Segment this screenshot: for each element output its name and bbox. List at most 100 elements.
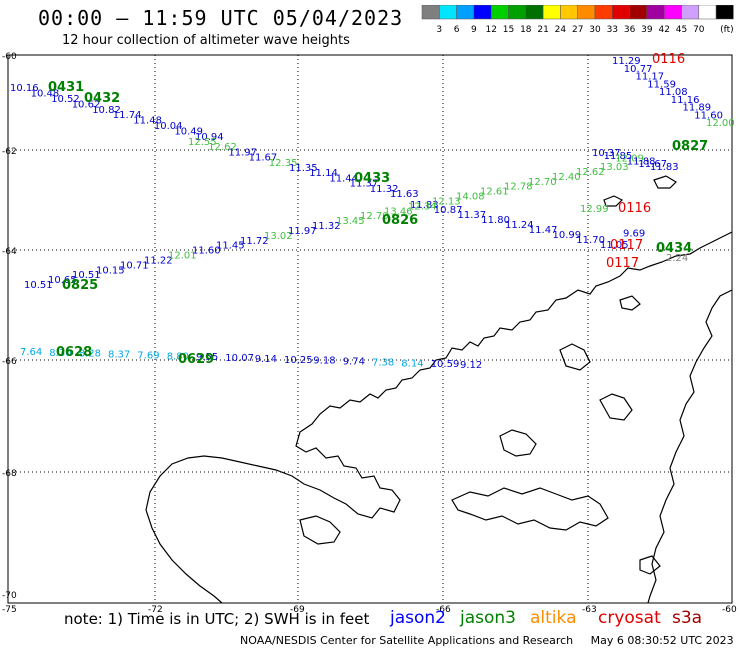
wave-height-value: 11.37 (458, 210, 487, 221)
scale-color-boxes (421, 5, 734, 20)
footer-note: note: 1) Time is in UTC; 2) SWH is in fe… (64, 610, 370, 628)
wave-height-value: 10.37 (592, 148, 621, 159)
wave-height-value: 10.51 (72, 270, 101, 281)
scale-value: 6 (454, 25, 460, 35)
wave-height-value: 14.08 (456, 192, 485, 203)
wave-height-value: 12.78 (504, 182, 533, 193)
wave-height-value: 11.83 (410, 200, 439, 211)
wave-height-value: 11.70 (576, 235, 605, 246)
wave-height-value: 10.51 (24, 280, 53, 291)
wave-height-value: 11.35 (289, 163, 318, 174)
lon-label: -69 (290, 605, 305, 615)
pass-label: 0431 (48, 80, 84, 95)
coastline (145, 175, 733, 604)
lat-label: -66 (2, 357, 17, 367)
wave-height-value: 10.04 (154, 121, 183, 132)
satellite-legend-cryosat: cryosat (598, 608, 661, 628)
wave-height-value: 11.74 (113, 110, 142, 121)
scale-value: 39 (641, 25, 653, 35)
lat-label: -70 (2, 591, 17, 601)
pass-labels: 0431 0432 0433 0826 0825 0628 0629 0827 … (48, 52, 708, 367)
scale-color-box (715, 5, 734, 20)
wave-height-value: 8.14 (401, 358, 423, 369)
wave-height-value: 12.40 (552, 172, 581, 183)
wave-height-value: 13.03 (600, 162, 629, 173)
wave-height-value: 12.00 (706, 118, 735, 129)
wave-height-value: 11.72 (240, 236, 269, 247)
scale-value: 12 (485, 25, 496, 35)
wave-height-value: 11.16 (671, 95, 700, 106)
scale-value: 18 (520, 25, 532, 35)
lon-label: -66 (436, 605, 451, 615)
wave-height-value: 12.35 (269, 158, 298, 169)
map-frame (7, 54, 733, 604)
wave-height-value: 8.28 (79, 349, 101, 360)
wave-height-value: 9.18 (313, 356, 335, 367)
wave-height-tracks: 10.1610.4810.5210.6210.8211.7411.4810.04… (10, 56, 735, 371)
lon-label: -60 (722, 605, 737, 615)
pass-label: 0826 (382, 213, 418, 228)
wave-height-value: 7.69 (137, 351, 159, 362)
wave-height-value: 9.55 (196, 352, 218, 363)
pass-label: 0117 (610, 238, 643, 253)
wave-height-value: 12.34 (408, 201, 437, 212)
wave-height-value: 12.62 (576, 167, 605, 178)
pass-label: 0628 (56, 345, 92, 360)
wave-height-value: 10.07 (225, 353, 254, 364)
wave-height-value: 12.61 (480, 187, 509, 198)
wave-height-value: 10.77 (624, 64, 653, 75)
wave-height-value: 9.69 (623, 229, 645, 240)
wave-height-value: 10.87 (434, 205, 463, 216)
wave-height-value: 11.89 (683, 103, 712, 114)
pass-label: 0827 (672, 139, 708, 154)
page-subtitle: 12 hour collection of altimeter wave hei… (62, 33, 350, 48)
wave-height-value: 11.08 (659, 87, 688, 98)
lon-axis-labels: -75 -72 -69 -66 -63 -60 (2, 605, 737, 615)
scale-value: 27 (572, 25, 583, 35)
wave-height-value: 12.09 (615, 154, 644, 165)
wave-height-value: 11.97 (288, 226, 317, 237)
pass-label: 0433 (354, 171, 390, 186)
wave-height-value: 10.25 (284, 355, 313, 366)
scale-value: 24 (555, 25, 567, 35)
lon-label: -63 (582, 605, 597, 615)
wave-height-value: 11.85 (604, 151, 633, 162)
lon-label: -72 (148, 605, 163, 615)
wave-height-value: 8.37 (108, 350, 130, 361)
satellite-legend-s3a: s3a (672, 608, 703, 628)
wave-height-value: 11.63 (390, 189, 419, 200)
wave-height-value: 11.67 (638, 159, 667, 170)
pass-label: 0825 (62, 278, 98, 293)
wave-height-value: 11.48 (133, 116, 162, 127)
wave-height-value: 7.38 (372, 357, 394, 368)
wave-height-value: 11.22 (144, 255, 173, 266)
wave-height-value: 10.94 (195, 132, 224, 143)
scale-value: 33 (607, 25, 618, 35)
credit-text: NOAA/NESDIS Center for Satellite Applica… (240, 634, 574, 647)
wave-height-value: 11.17 (636, 72, 665, 83)
wave-height-value: 12.70 (528, 177, 557, 188)
lat-axis-labels: -60 -62 -64 -66 -68 -70 (2, 52, 17, 601)
wave-height-value: 10.49 (174, 127, 203, 138)
wave-height-value: 12.13 (432, 196, 461, 207)
wave-height-value: 12.70 (360, 211, 389, 222)
pass-label: 0434 (656, 241, 692, 256)
pass-label: 0117 (606, 256, 639, 271)
wave-height-value: 11.83 (650, 162, 679, 173)
wave-height-value: 10.15 (96, 265, 125, 276)
wave-height-value: 11.14 (309, 168, 338, 179)
wave-height-value: 12.62 (208, 142, 237, 153)
wave-height-value: 11.60 (192, 246, 221, 257)
lon-label: -75 (2, 605, 17, 615)
wave-height-value: 10.71 (120, 260, 149, 271)
wave-height-value: 2.24 (666, 253, 688, 264)
lat-label: -68 (2, 469, 17, 479)
wave-height-value: 13.02 (264, 231, 293, 242)
wave-height-value: 8.30 (49, 348, 71, 359)
scale-value: 15 (503, 25, 514, 35)
scale-value: 45 (676, 25, 687, 35)
wave-height-value: 10.82 (92, 105, 121, 116)
pass-label: 0432 (84, 91, 120, 106)
wave-height-value: 11.88 (627, 156, 656, 167)
